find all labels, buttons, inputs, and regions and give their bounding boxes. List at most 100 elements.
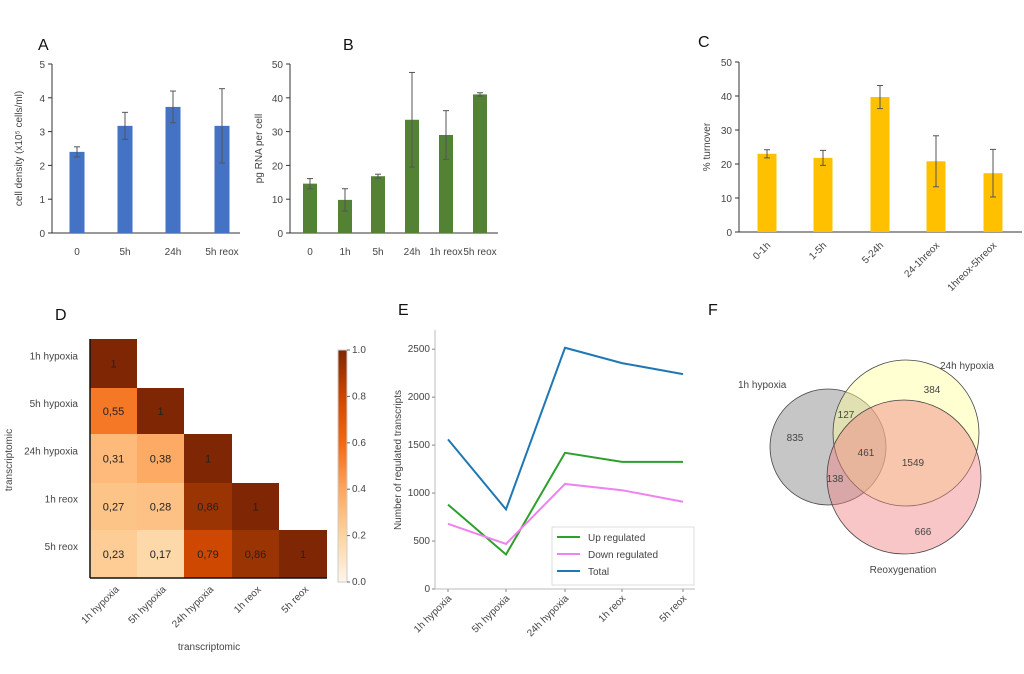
y-tick-label: 10 [721,194,733,205]
y-tick-label: 0 [726,228,732,239]
y-tick-label: 0 [277,229,283,240]
cell-value: 1 [157,406,163,418]
panel-e: E 0 500 1000 1500 2000 2500 1h hypoxia 5h hypox… [393,302,695,639]
bar [338,199,352,233]
x-tick-label: 5h reox [658,593,689,624]
heatmap-cell [137,434,184,483]
heatmap-cell [184,483,232,530]
bar [69,151,85,233]
heatmap-cell [137,388,184,434]
colorbar-tick-label: 0.2 [352,531,366,542]
x-tick-label: 5-24h [860,240,886,266]
x-tick-label: 5h hypoxia [127,584,169,626]
x-tick-label: 1hreox-5hreox [946,240,999,293]
x-tick-label: 1h hypoxia [412,593,454,635]
venn-circle [832,359,980,507]
heatmap-cell [90,530,137,578]
region-count: 1549 [902,458,925,469]
heatmap-cell [137,530,184,578]
cell-value: 0,55 [103,406,124,418]
set-label: 24h hypoxia [940,361,994,372]
cell-value: 0,17 [150,549,171,561]
colorbar-tick-label: 0.0 [352,577,366,588]
y-tick-label: 20 [272,161,284,172]
panel-f: F 1h hypoxia 24h hypoxia Reoxygenation 835 1… [708,302,994,576]
y-tick-label: 2 [39,161,45,172]
x-tick-label: 5h reox [280,584,311,615]
heatmap-cell [90,339,137,388]
x-tick-label: 1h reox [429,247,462,258]
panel-label: E [398,302,409,319]
panel-b: B 0 10 20 30 40 50 pg RNA per cell 0 1h 5h 24h 1h r… [254,37,498,258]
y-tick-label: 40 [272,94,284,105]
y-tick-label: 24h hypoxia [24,447,78,458]
heatmap-cell [279,530,327,578]
y-tick-label: 1h reox [45,495,78,506]
colorbar-tick-label: 0.8 [352,391,366,402]
x-tick-label: 24h hypoxia [170,584,216,630]
cell-value: 0,79 [197,549,218,561]
panel-label: D [55,307,67,324]
x-tick-label: 24h hypoxia [525,593,571,639]
y-axis-label: Number of regulated transcripts [393,390,404,530]
x-tick-label: 5h reox [205,247,238,258]
bar [371,176,385,233]
cell-value: 1 [300,549,306,561]
panel-label: B [343,37,354,54]
y-tick-label: 1000 [408,488,431,499]
bar [165,106,181,233]
y-tick-label: 3 [39,128,45,139]
bar [983,173,1003,232]
bar [926,161,946,232]
cell-value: 0,23 [103,549,124,561]
bar [473,94,487,233]
colorbar [337,349,348,583]
y-axis-label: transcriptomic [4,429,15,491]
x-tick-label: 5h [372,247,383,258]
x-tick-label: 5h hypoxia [470,593,512,635]
cell-value: 1 [110,359,116,371]
y-tick-label: 10 [272,195,284,206]
x-tick-label: 1h [339,247,350,258]
heatmap-cell [90,434,137,483]
set-label: Reoxygenation [870,565,937,576]
x-tick-label: 0 [74,247,80,258]
x-axis-label: transcriptomic [178,642,240,653]
y-tick-label: 2000 [408,392,431,403]
region-count: 666 [915,527,932,538]
x-tick-label: 24h [404,247,421,258]
cell-value: 0,38 [150,454,171,466]
bar [117,125,133,233]
set-label: 1h hypoxia [738,380,787,391]
y-axis-label: % turnover [702,122,713,171]
region-count: 138 [827,474,844,485]
y-tick-label: 5h hypoxia [30,399,79,410]
y-tick-label: 0 [39,229,45,240]
heatmap-cell [137,483,184,530]
y-tick-label: 5h reox [45,542,78,553]
cell-value: 0,86 [245,549,266,561]
y-tick-label: 4 [39,94,45,105]
legend-label: Down regulated [588,550,658,561]
panel-c: C 0 10 20 30 40 50 % turnover 0-1h 1-5h 5-24h 24-1… [698,34,1022,294]
heatmap-cell [232,483,279,530]
bar [214,125,230,233]
heatmap-cell [232,530,279,578]
cell-value: 0,28 [150,502,171,514]
y-tick-label: 50 [272,60,284,71]
y-tick-label: 1 [39,195,45,206]
x-tick-label: 0-1h [751,240,773,262]
x-tick-label: 0 [307,247,313,258]
cell-value: 1 [252,502,258,514]
region-count: 384 [924,385,941,396]
venn-circle [826,399,982,555]
colorbar-tick-label: 0.6 [352,438,366,449]
region-count: 461 [858,448,875,459]
y-tick-label: 1h hypoxia [30,352,79,363]
bar [439,134,453,233]
cell-value: 0,31 [103,454,124,466]
x-tick-label: 24h [165,247,182,258]
legend-label: Up regulated [588,533,645,544]
region-count: 835 [787,433,804,444]
